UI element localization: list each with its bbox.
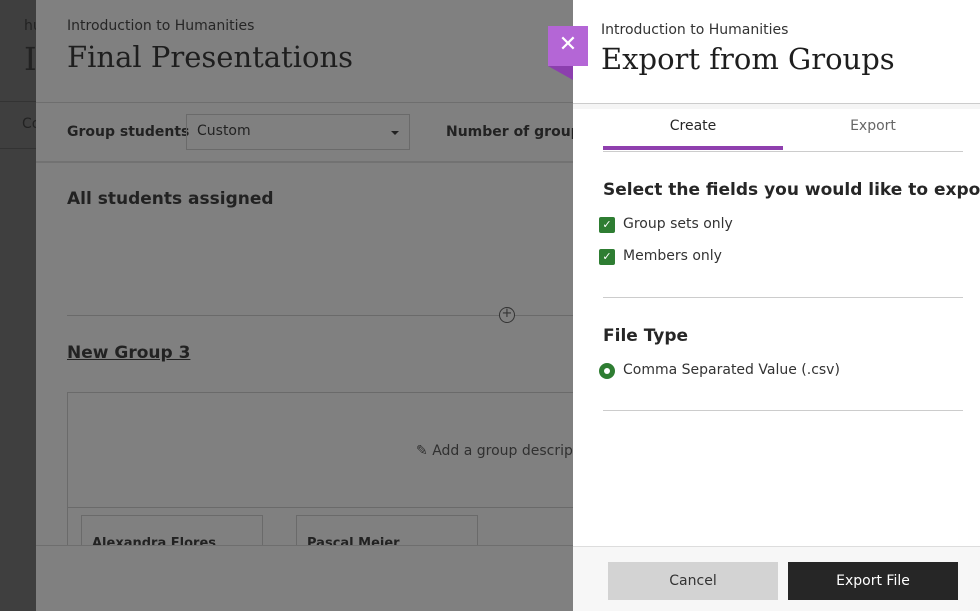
divider: [573, 103, 980, 109]
divider: [67, 315, 573, 316]
footer: [36, 545, 573, 611]
all-assigned-heading: All students assigned: [67, 189, 274, 209]
groups-page: Introduction to Humanities Final Present…: [36, 0, 573, 611]
group-students-select[interactable]: Custom: [186, 114, 410, 150]
course-name: Introduction to Humanities: [601, 22, 789, 38]
close-button-fold: [548, 66, 573, 80]
divider: [36, 161, 573, 163]
members-checkbox[interactable]: ✓: [599, 249, 615, 265]
close-icon[interactable]: ✕: [548, 26, 588, 66]
divider: [603, 151, 963, 152]
add-group-icon[interactable]: +: [499, 307, 515, 323]
csv-label[interactable]: Comma Separated Value (.csv): [623, 362, 840, 378]
background-page: hu I Co: [0, 0, 36, 611]
tab-export[interactable]: Export: [850, 118, 896, 134]
pencil-icon: ✎: [416, 443, 428, 459]
divider: [36, 102, 573, 103]
tab-create[interactable]: Create: [603, 118, 783, 150]
divider: [0, 148, 36, 149]
group-sets-label[interactable]: Group sets only: [623, 216, 733, 232]
members-label[interactable]: Members only: [623, 248, 722, 264]
divider: [603, 410, 963, 411]
description-placeholder: Add a group descrip: [432, 443, 573, 459]
divider: [603, 297, 963, 298]
select-value: Custom: [197, 123, 251, 139]
add-description-button[interactable]: ✎ Add a group descrip: [416, 443, 573, 459]
background-title: I: [24, 40, 36, 78]
panel-title: Export from Groups: [601, 42, 895, 76]
background-text: hu: [24, 18, 36, 34]
group-name-link[interactable]: New Group 3: [67, 343, 191, 363]
divider: [0, 101, 36, 102]
background-nav: Co: [22, 116, 36, 132]
group-students-label: Group students: [67, 124, 190, 140]
fields-heading: Select the fields you would like to expo…: [603, 180, 980, 200]
csv-radio[interactable]: [599, 363, 615, 379]
group-sets-checkbox[interactable]: ✓: [599, 217, 615, 233]
page-title: Final Presentations: [67, 40, 354, 74]
export-file-button[interactable]: Export File: [788, 562, 958, 600]
number-of-groups-label: Number of groups: [446, 124, 573, 140]
file-type-heading: File Type: [603, 326, 689, 346]
caret-down-icon: [391, 131, 399, 135]
course-name: Introduction to Humanities: [67, 18, 255, 34]
cancel-button[interactable]: Cancel: [608, 562, 778, 600]
export-panel: Introduction to Humanities Export from G…: [573, 0, 980, 611]
divider: [67, 507, 573, 508]
